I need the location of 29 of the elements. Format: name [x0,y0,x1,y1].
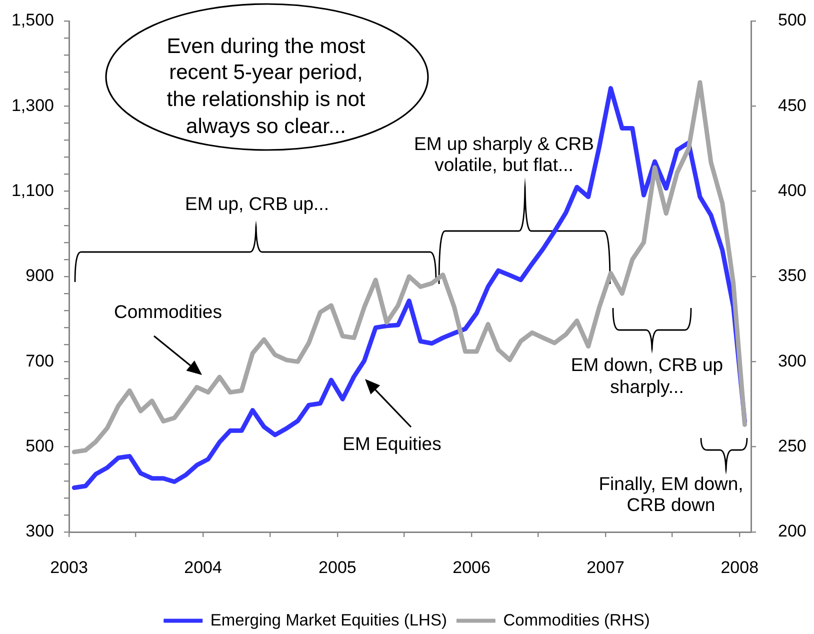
y2-tick-label: 200 [778,522,806,541]
x-tick-label: 2005 [318,558,356,577]
x-tick-label: 2006 [452,558,490,577]
legend-label: Emerging Market Equities (LHS) [210,611,447,630]
annotation: Commodities [113,300,223,324]
annotation: EM up sharply & CRB volatile, but flat... [413,133,595,175]
y2-tick-label: 250 [778,436,806,456]
annotation: Finally, EM down, CRB down [598,473,744,515]
annotation: EM up, CRB up... [184,192,330,216]
annotation: EM down, CRB up sharply... [570,354,724,398]
x-tick-label: 2008 [720,558,759,577]
y-tick-label: 1,500 [11,10,54,30]
annotation: Even during the most recent 5-year period, the relationship is not always so clear... [166,34,366,140]
y2-tick-label: 300 [778,351,806,370]
y-tick-label: 700 [26,351,54,370]
y-tick-label: 300 [26,522,54,541]
annotation: EM Equities [342,432,442,456]
y-tick-label: 1,300 [11,96,54,115]
legend-label: Commodities (RHS) [503,611,650,630]
y2-tick-label: 350 [778,266,806,286]
x-tick-label: 2003 [50,558,88,577]
y-tick-label: 1,100 [11,181,54,200]
y2-tick-label: 400 [778,181,806,200]
y-tick-label: 900 [26,266,54,286]
y2-tick-label: 500 [778,10,806,30]
x-tick-label: 2007 [586,558,624,577]
y2-tick-label: 450 [778,96,806,115]
x-tick-label: 2004 [184,558,222,577]
y-tick-label: 500 [26,436,54,456]
